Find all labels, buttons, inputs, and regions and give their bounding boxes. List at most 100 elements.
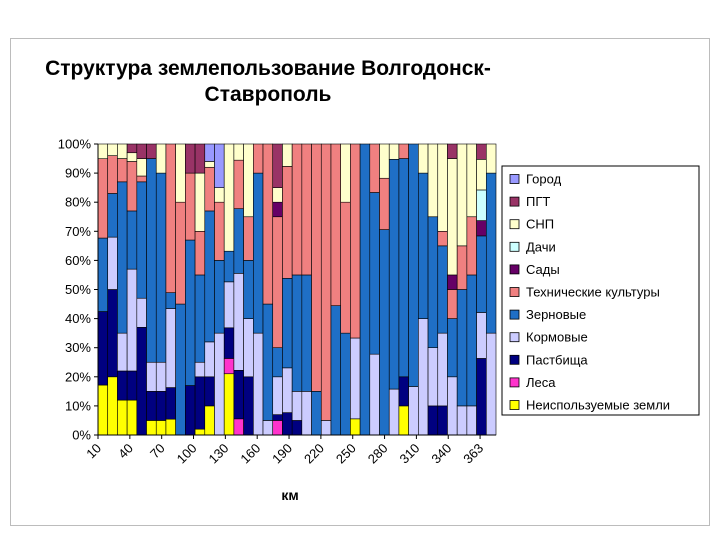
y-tick-label: 70% [65,224,91,239]
bar-segment [330,305,341,436]
bar-segment [136,297,147,328]
bar-segment [398,405,409,436]
bar-segment [466,274,477,407]
legend-swatch [509,287,520,297]
bar-segment [388,159,400,390]
bar-segment [136,327,147,436]
bar-segment [282,412,293,436]
legend-swatch [509,196,520,207]
bar-segment [204,161,215,168]
bar-segment [301,274,312,392]
bar-segment [165,418,176,436]
x-tick-label: 220 [301,441,327,467]
bar-segment [379,229,390,436]
legend-entry: Кормовые [526,330,588,345]
bar-segment [204,376,215,407]
bar-segment [97,384,109,436]
legend-entry: Город [526,172,562,187]
bar-segment [253,172,264,334]
legend-swatch [509,377,520,388]
bar-segment [456,143,468,247]
bar-segment [476,189,487,221]
bar-segment [214,187,225,203]
bar-segment [272,376,283,415]
bar-segment [126,161,138,212]
bar-segment [282,367,293,413]
bar-segment [117,370,128,401]
bar-segment [476,159,487,191]
bar-segment [223,250,235,283]
bar-segment [175,143,186,203]
bar-segment [107,376,118,436]
bar-segment [272,216,283,348]
bar-segment [214,143,225,188]
legend-box [501,165,700,416]
bar-segment [408,143,419,387]
chart-title-line-1: Структура землепользование Волгодонск- [45,57,491,80]
bar-segment [253,143,264,174]
bar-segment [136,175,147,183]
bar-segment [194,361,206,378]
x-axis-label: км [281,487,298,503]
y-tick-label: 80% [65,195,91,210]
y-tick-label: 0% [72,428,91,443]
bar-segment [437,245,448,334]
bar-segment [243,376,254,436]
bar-segment [408,386,419,436]
y-tick-label: 60% [65,253,91,268]
bar-segment [204,166,215,212]
bar-segment [165,308,176,388]
bar-segment [185,172,196,241]
bar-segment [282,143,293,167]
bar-segment [350,418,361,436]
legend-entry: Сады [526,262,560,277]
bar-segment [340,332,351,436]
bar-segment [107,193,118,238]
bar-segment [272,201,283,218]
bar-segment [456,245,468,290]
bar-segment [398,158,409,378]
bar-segment [437,143,448,232]
bar-segment [126,399,138,436]
legend-swatch [509,174,520,184]
bar-segment [117,158,128,183]
bar-segment [233,273,244,371]
x-tick-label: 10 [83,441,104,462]
bar-segment [369,353,380,436]
bar-segment [282,166,293,279]
bar-segment [291,420,303,436]
bar-segment [350,337,361,420]
bar-segment [388,388,400,436]
bar-segment [204,210,215,343]
bar-segment [165,292,176,309]
legend-entry: ПГТ [526,194,550,209]
legend-entry: Дачи [526,239,556,254]
bar-segment [126,143,138,154]
bar-segment [117,332,128,372]
bar-segment [97,143,109,159]
bar-segment [369,192,380,355]
y-tick-label: 90% [65,166,91,181]
y-tick-label: 10% [65,398,91,413]
bar-segment [155,143,167,174]
bar-segment [272,187,283,203]
chart-frame: Структура землепользование Волгодонск- С… [10,38,710,526]
x-tick-label: 190 [269,441,295,467]
bar-segment [243,260,254,319]
bar-segment [194,274,206,363]
legend-swatch [509,400,520,410]
y-tick-label: 50% [65,282,91,297]
bar-segment [398,143,409,159]
bar-segment [107,155,118,194]
y-tick-label: 30% [65,340,91,355]
bar-segment [146,420,157,436]
bar-segment [485,332,497,436]
bar-group [97,143,497,436]
bar-segment [456,289,468,407]
x-tick-label: 40 [115,441,136,462]
bar-segment [185,143,196,174]
bar-segment [194,231,206,276]
bar-segment [340,143,351,203]
bar-segment [214,201,225,261]
y-tick-label: 100% [58,137,92,152]
